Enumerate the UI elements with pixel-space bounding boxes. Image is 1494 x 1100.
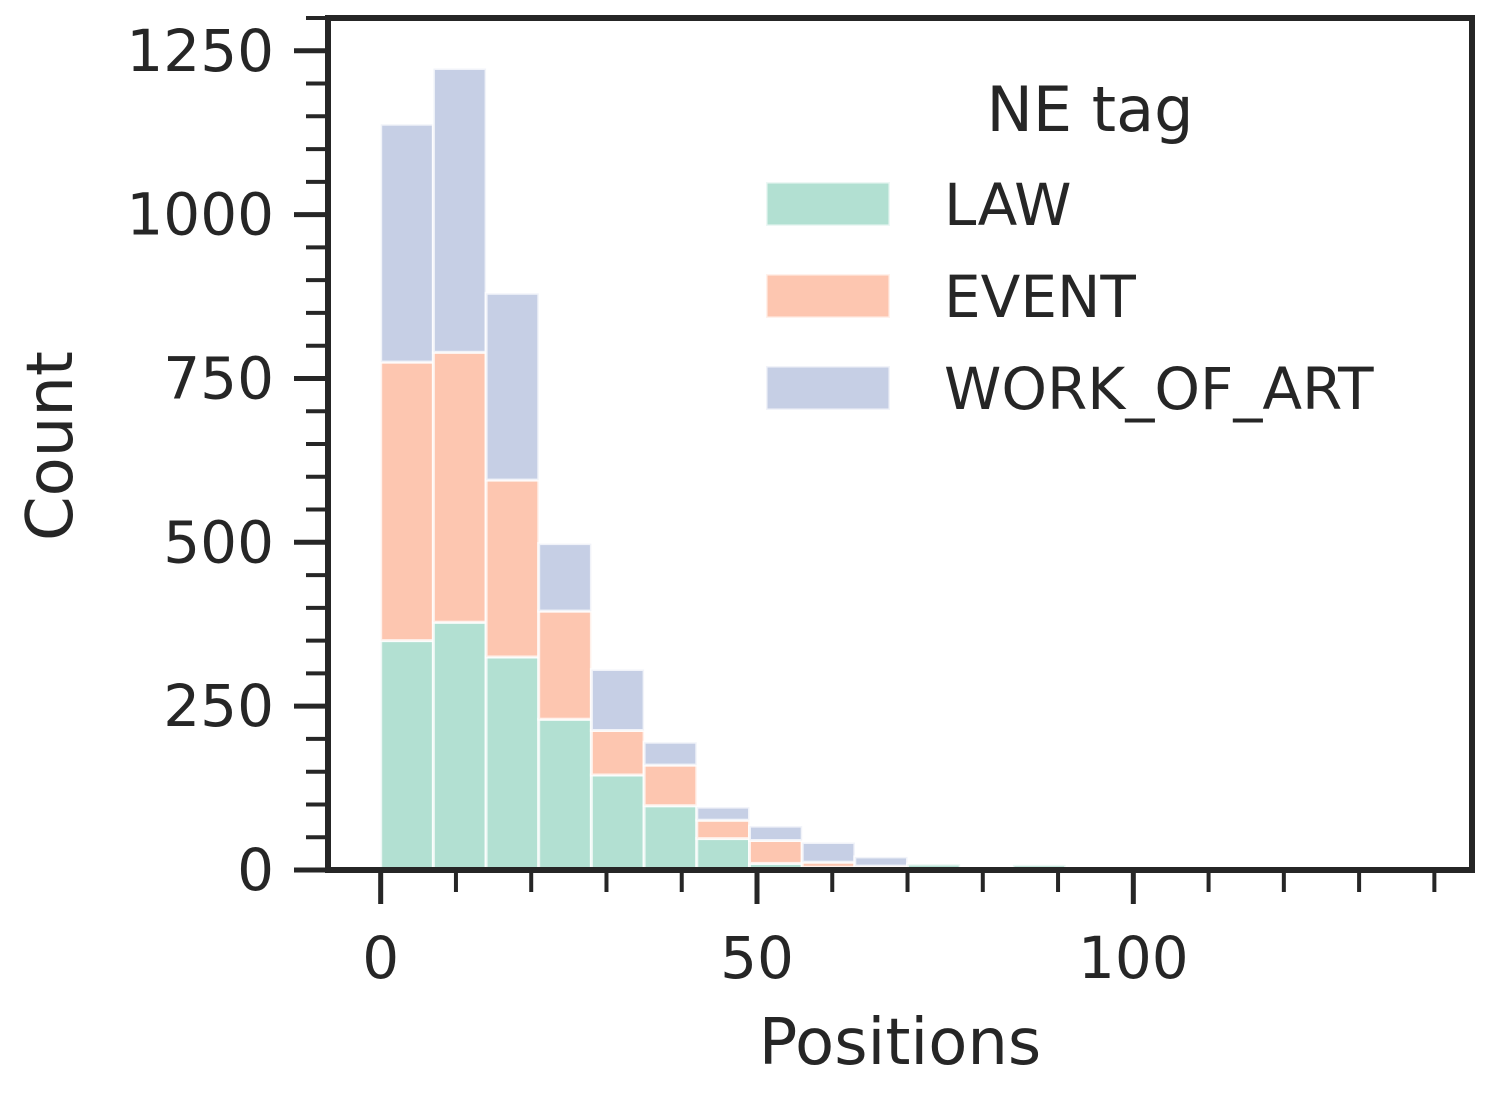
- y-tick-label: 750: [163, 344, 274, 412]
- bar-event-bin-7: [748, 839, 804, 865]
- bar-law-bin-4: [589, 773, 646, 872]
- x-tick-label: 100: [1078, 924, 1189, 992]
- x-axis: 0 50 100: [362, 870, 1437, 992]
- bar-work-of-art-bin-8: [800, 841, 857, 864]
- bar-event-bin-4: [589, 728, 646, 777]
- bar-work-of-art-bin-6: [695, 805, 751, 822]
- bar-event-bin-6: [695, 818, 751, 841]
- bar-event-bin-5: [642, 763, 699, 808]
- legend-label-work-of-art: WORK_OF_ART: [944, 355, 1374, 423]
- bar-work-of-art-bin-4: [589, 668, 646, 732]
- bar-event-bin-0: [379, 360, 435, 643]
- y-axis-title: Count: [14, 351, 88, 541]
- bar-event-bin-3: [537, 609, 593, 721]
- bar-law-bin-1: [431, 620, 488, 872]
- y-tick-label: 1000: [126, 181, 274, 249]
- y-tick-label: 500: [163, 508, 274, 576]
- bar-work-of-art-bin-2: [484, 291, 541, 482]
- bar-work-of-art-bin-1: [431, 67, 488, 354]
- bar-law-bin-5: [642, 804, 699, 872]
- bar-work-of-art-bin-3: [537, 542, 593, 613]
- bar-work-of-art-bin-9: [853, 855, 909, 868]
- y-tick-label: 1250: [126, 17, 274, 85]
- bar-law-bin-0: [379, 639, 435, 872]
- x-tick-label: 0: [362, 924, 399, 992]
- y-tick-label: 250: [163, 672, 274, 740]
- legend-label-law: LAW: [944, 171, 1072, 239]
- bar-work-of-art-bin-5: [642, 740, 699, 767]
- legend-swatch-event: [764, 272, 892, 320]
- legend-swatch-work-of-art: [764, 364, 892, 412]
- legend-title: NE tag: [987, 73, 1194, 146]
- y-tick-label: 0: [237, 836, 274, 904]
- bar-law-bin-6: [695, 837, 751, 872]
- bar-law-bin-2: [484, 655, 541, 872]
- y-axis: 0 250 500 750 1000 1250: [126, 16, 328, 904]
- legend-swatch-law: [764, 180, 892, 228]
- x-tick-label: 50: [720, 924, 794, 992]
- bar-work-of-art-bin-7: [748, 824, 804, 842]
- bar-event-bin-2: [484, 478, 541, 659]
- legend: NE tag LAW EVENT WORK_OF_ART: [764, 73, 1374, 423]
- legend-label-event: EVENT: [944, 263, 1136, 331]
- bar-law-bin-3: [537, 717, 593, 872]
- bar-event-bin-1: [431, 350, 488, 624]
- x-axis-title: Positions: [759, 1006, 1042, 1080]
- bar-work-of-art-bin-0: [379, 122, 435, 364]
- bars-layer: [379, 67, 1068, 872]
